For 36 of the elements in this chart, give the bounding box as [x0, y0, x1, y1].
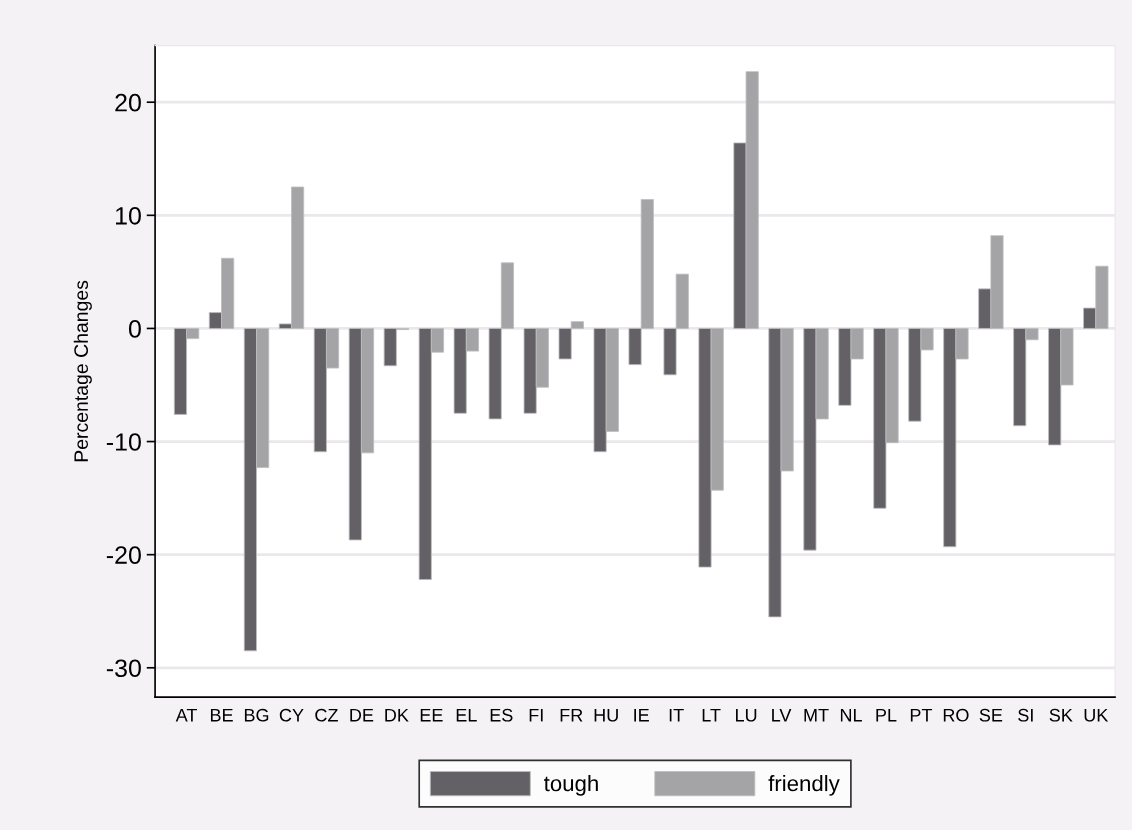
x-tick-label: SK: [1049, 708, 1073, 722]
x-tick-label: IT: [669, 708, 684, 722]
x-tick-label: PL: [876, 708, 897, 722]
x-tick-label: NL: [840, 708, 862, 722]
x-tick-label: AT: [175, 708, 198, 722]
x-tick-label: EL: [456, 708, 477, 722]
y-tick-label: -30: [106, 659, 141, 678]
x-tick-label: RO: [943, 708, 969, 722]
y-tick-label: 10: [115, 206, 141, 225]
x-tick-label: LU: [736, 708, 757, 722]
x-tick-label: HU: [594, 708, 618, 722]
y-tick-label: -20: [106, 546, 141, 564]
x-tick-label: BE: [210, 708, 233, 722]
x-tick-label: MT: [804, 708, 829, 722]
x-tick-label: FR: [560, 708, 583, 722]
y-tick-label: -10: [106, 433, 141, 451]
x-tick-label: ES: [490, 708, 513, 722]
x-tick-label: BG: [244, 708, 269, 722]
x-tick-label: CZ: [315, 708, 338, 722]
x-tick-label: UK: [1084, 708, 1109, 722]
x-tick-label: CY: [279, 708, 304, 722]
legend-label: tough: [543, 775, 598, 796]
y-axis-title: Percentage Changes: [73, 280, 92, 462]
x-tick-label: EE: [420, 708, 443, 722]
x-tick-label: DE: [350, 708, 374, 722]
x-tick-label: IE: [634, 708, 649, 722]
x-tick-label: SI: [1018, 708, 1033, 722]
legend-label: friendly: [768, 775, 840, 796]
x-tick-label: DK: [385, 708, 409, 722]
x-tick-label: LV: [772, 708, 792, 722]
x-tick-label: FI: [529, 708, 543, 722]
y-tick-label: 20: [115, 93, 141, 112]
x-tick-label: PT: [910, 708, 933, 722]
x-tick-label: SE: [979, 708, 1003, 722]
y-tick-label: 0: [128, 320, 141, 338]
x-tick-label: LT: [702, 708, 721, 722]
